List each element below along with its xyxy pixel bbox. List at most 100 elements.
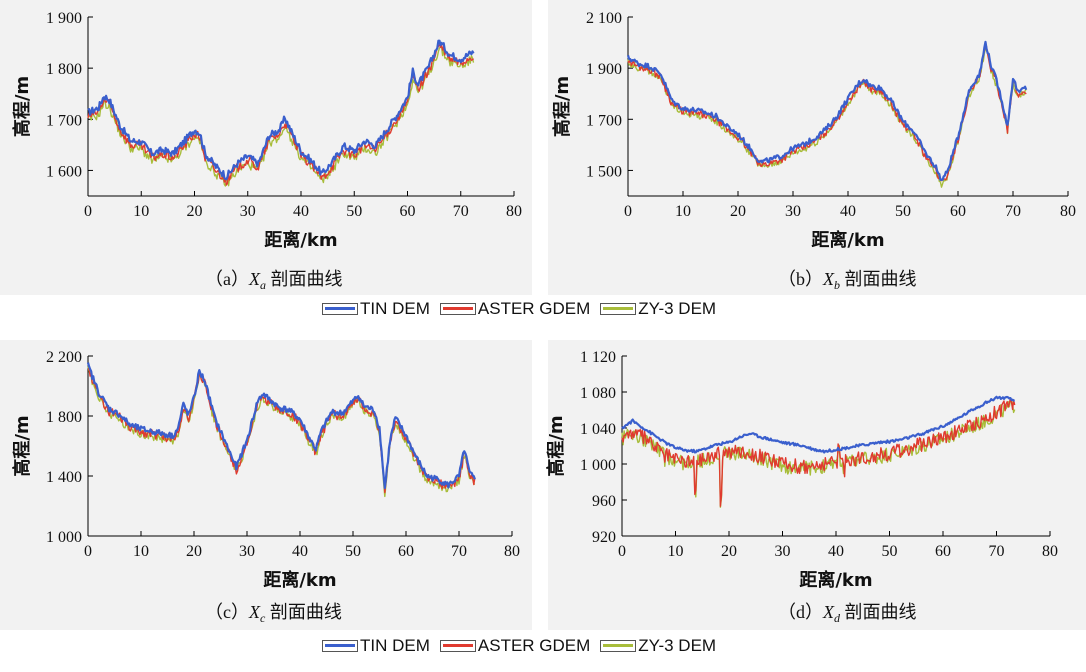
caption-a-suffix: 剖面曲线 (270, 269, 343, 289)
x-tick-label: 10 (675, 203, 691, 220)
x-tick-label: 30 (785, 203, 801, 220)
legend-swatch-zy3 (600, 640, 637, 652)
x-tick-label: 80 (506, 203, 522, 220)
x-tick-label: 70 (451, 543, 467, 560)
legend-swatch-tin (322, 303, 358, 315)
x-tick-label: 50 (345, 543, 361, 560)
x-tick-label: 70 (453, 203, 469, 220)
caption-b-prefix: （b） (778, 269, 823, 289)
x-tick-label: 10 (133, 543, 149, 560)
y-tick-label: 1 120 (580, 349, 616, 366)
series-line-zy-3-dem (621, 399, 1016, 508)
x-axis-label: 距离/km (811, 229, 884, 251)
x-tick-label: 50 (895, 203, 911, 220)
caption-b-subscript: b (834, 278, 840, 292)
caption-b-symbol: X (823, 269, 834, 289)
caption-c-prefix: （c） (205, 602, 249, 622)
caption-d: （d）Xd 剖面曲线 (778, 598, 917, 626)
y-tick-label: 1 000 (46, 529, 82, 546)
caption-d-subscript: d (834, 611, 840, 625)
legend-label-tin: TIN DEM (360, 636, 430, 655)
legend-label-aster: ASTER GDEM (477, 299, 591, 318)
x-tick-label: 80 (1042, 543, 1058, 560)
x-tick-label: 0 (84, 203, 92, 220)
x-tick-label: 70 (1005, 203, 1021, 220)
x-tick-label: 80 (504, 543, 520, 560)
x-tick-label: 40 (293, 203, 309, 220)
legend-swatch-tin (322, 640, 358, 652)
series-line-zy-3-dem (87, 366, 476, 498)
x-tick-label: 40 (292, 543, 308, 560)
caption-c: （c）Xc 剖面曲线 (205, 598, 342, 626)
y-tick-label: 2 200 (46, 349, 82, 366)
legend-item-aster: ASTER GDEM (439, 299, 591, 319)
legend-item-tin: TIN DEM (322, 299, 430, 319)
series-line-tin-dem (621, 395, 1015, 454)
x-axis-label: 距离/km (263, 569, 336, 591)
x-tick-label: 20 (730, 203, 746, 220)
y-tick-label: 1 900 (46, 10, 82, 27)
x-tick-label: 30 (240, 203, 256, 220)
caption-c-subscript: c (260, 611, 266, 625)
x-tick-label: 80 (1060, 203, 1076, 220)
x-tick-label: 60 (400, 203, 416, 220)
caption-a-symbol: X (249, 269, 260, 289)
x-tick-label: 0 (618, 543, 626, 560)
y-tick-label: 1 500 (586, 163, 622, 180)
legend-swatch-aster (439, 640, 476, 652)
x-tick-label: 10 (133, 203, 149, 220)
y-tick-label: 1 040 (580, 421, 616, 438)
panel-d-background (548, 340, 1086, 630)
series-line-zy-3-dem (627, 48, 1027, 188)
y-tick-label: 2 100 (586, 10, 622, 27)
y-tick-label: 1 400 (46, 469, 82, 486)
caption-b-suffix: 剖面曲线 (844, 269, 917, 289)
caption-a-prefix: （a） (205, 269, 249, 289)
x-tick-label: 60 (950, 203, 966, 220)
series-line-tin-dem (86, 362, 476, 490)
x-tick-label: 20 (187, 203, 203, 220)
y-tick-label: 1 080 (580, 385, 616, 402)
caption-d-prefix: （d） (778, 602, 823, 622)
caption-a-subscript: a (260, 278, 266, 292)
caption-a: （a）Xa 剖面曲线 (205, 265, 343, 293)
panel-b-background (548, 0, 1086, 295)
y-tick-label: 1 000 (580, 457, 616, 474)
y-tick-label: 1 800 (46, 61, 82, 78)
x-tick-label: 30 (239, 543, 255, 560)
series-line-tin-dem (87, 39, 475, 181)
x-axis-label: 距离/km (799, 569, 872, 591)
x-tick-label: 0 (84, 543, 92, 560)
x-axis-label: 距离/km (264, 229, 337, 251)
legend-top: TIN DEM ASTER GDEM ZY-3 DEM (0, 299, 1086, 323)
legend-bottom: TIN DEM ASTER GDEM ZY-3 DEM (0, 636, 1086, 660)
series-line-tin-dem (626, 40, 1028, 181)
series-line-zy-3-dem (88, 46, 475, 187)
x-tick-label: 10 (668, 543, 684, 560)
y-axis-label: 高程/m (551, 76, 573, 137)
y-tick-label: 1 600 (46, 163, 82, 180)
legend-label-zy3: ZY-3 DEM (638, 636, 717, 655)
y-tick-label: 920 (592, 529, 616, 546)
x-tick-label: 30 (775, 543, 791, 560)
legend-item-aster: ASTER GDEM (439, 636, 590, 656)
caption-c-suffix: 剖面曲线 (269, 602, 342, 622)
legend-item-tin: TIN DEM (322, 636, 430, 656)
x-tick-label: 0 (624, 203, 632, 220)
series-line-aster-gdem (621, 397, 1016, 507)
x-tick-label: 50 (882, 543, 898, 560)
legend-swatch-zy3 (600, 303, 637, 315)
x-tick-label: 40 (840, 203, 856, 220)
caption-d-symbol: X (823, 602, 834, 622)
x-tick-label: 20 (721, 543, 737, 560)
legend-swatch-aster (439, 303, 476, 315)
x-tick-label: 60 (398, 543, 414, 560)
legend-label-tin: TIN DEM (360, 299, 430, 318)
x-tick-label: 40 (828, 543, 844, 560)
caption-d-suffix: 剖面曲线 (844, 602, 917, 622)
x-tick-label: 70 (989, 543, 1005, 560)
x-tick-label: 50 (346, 203, 362, 220)
y-tick-label: 960 (592, 493, 616, 510)
y-tick-label: 1 700 (586, 112, 622, 129)
x-tick-label: 20 (186, 543, 202, 560)
